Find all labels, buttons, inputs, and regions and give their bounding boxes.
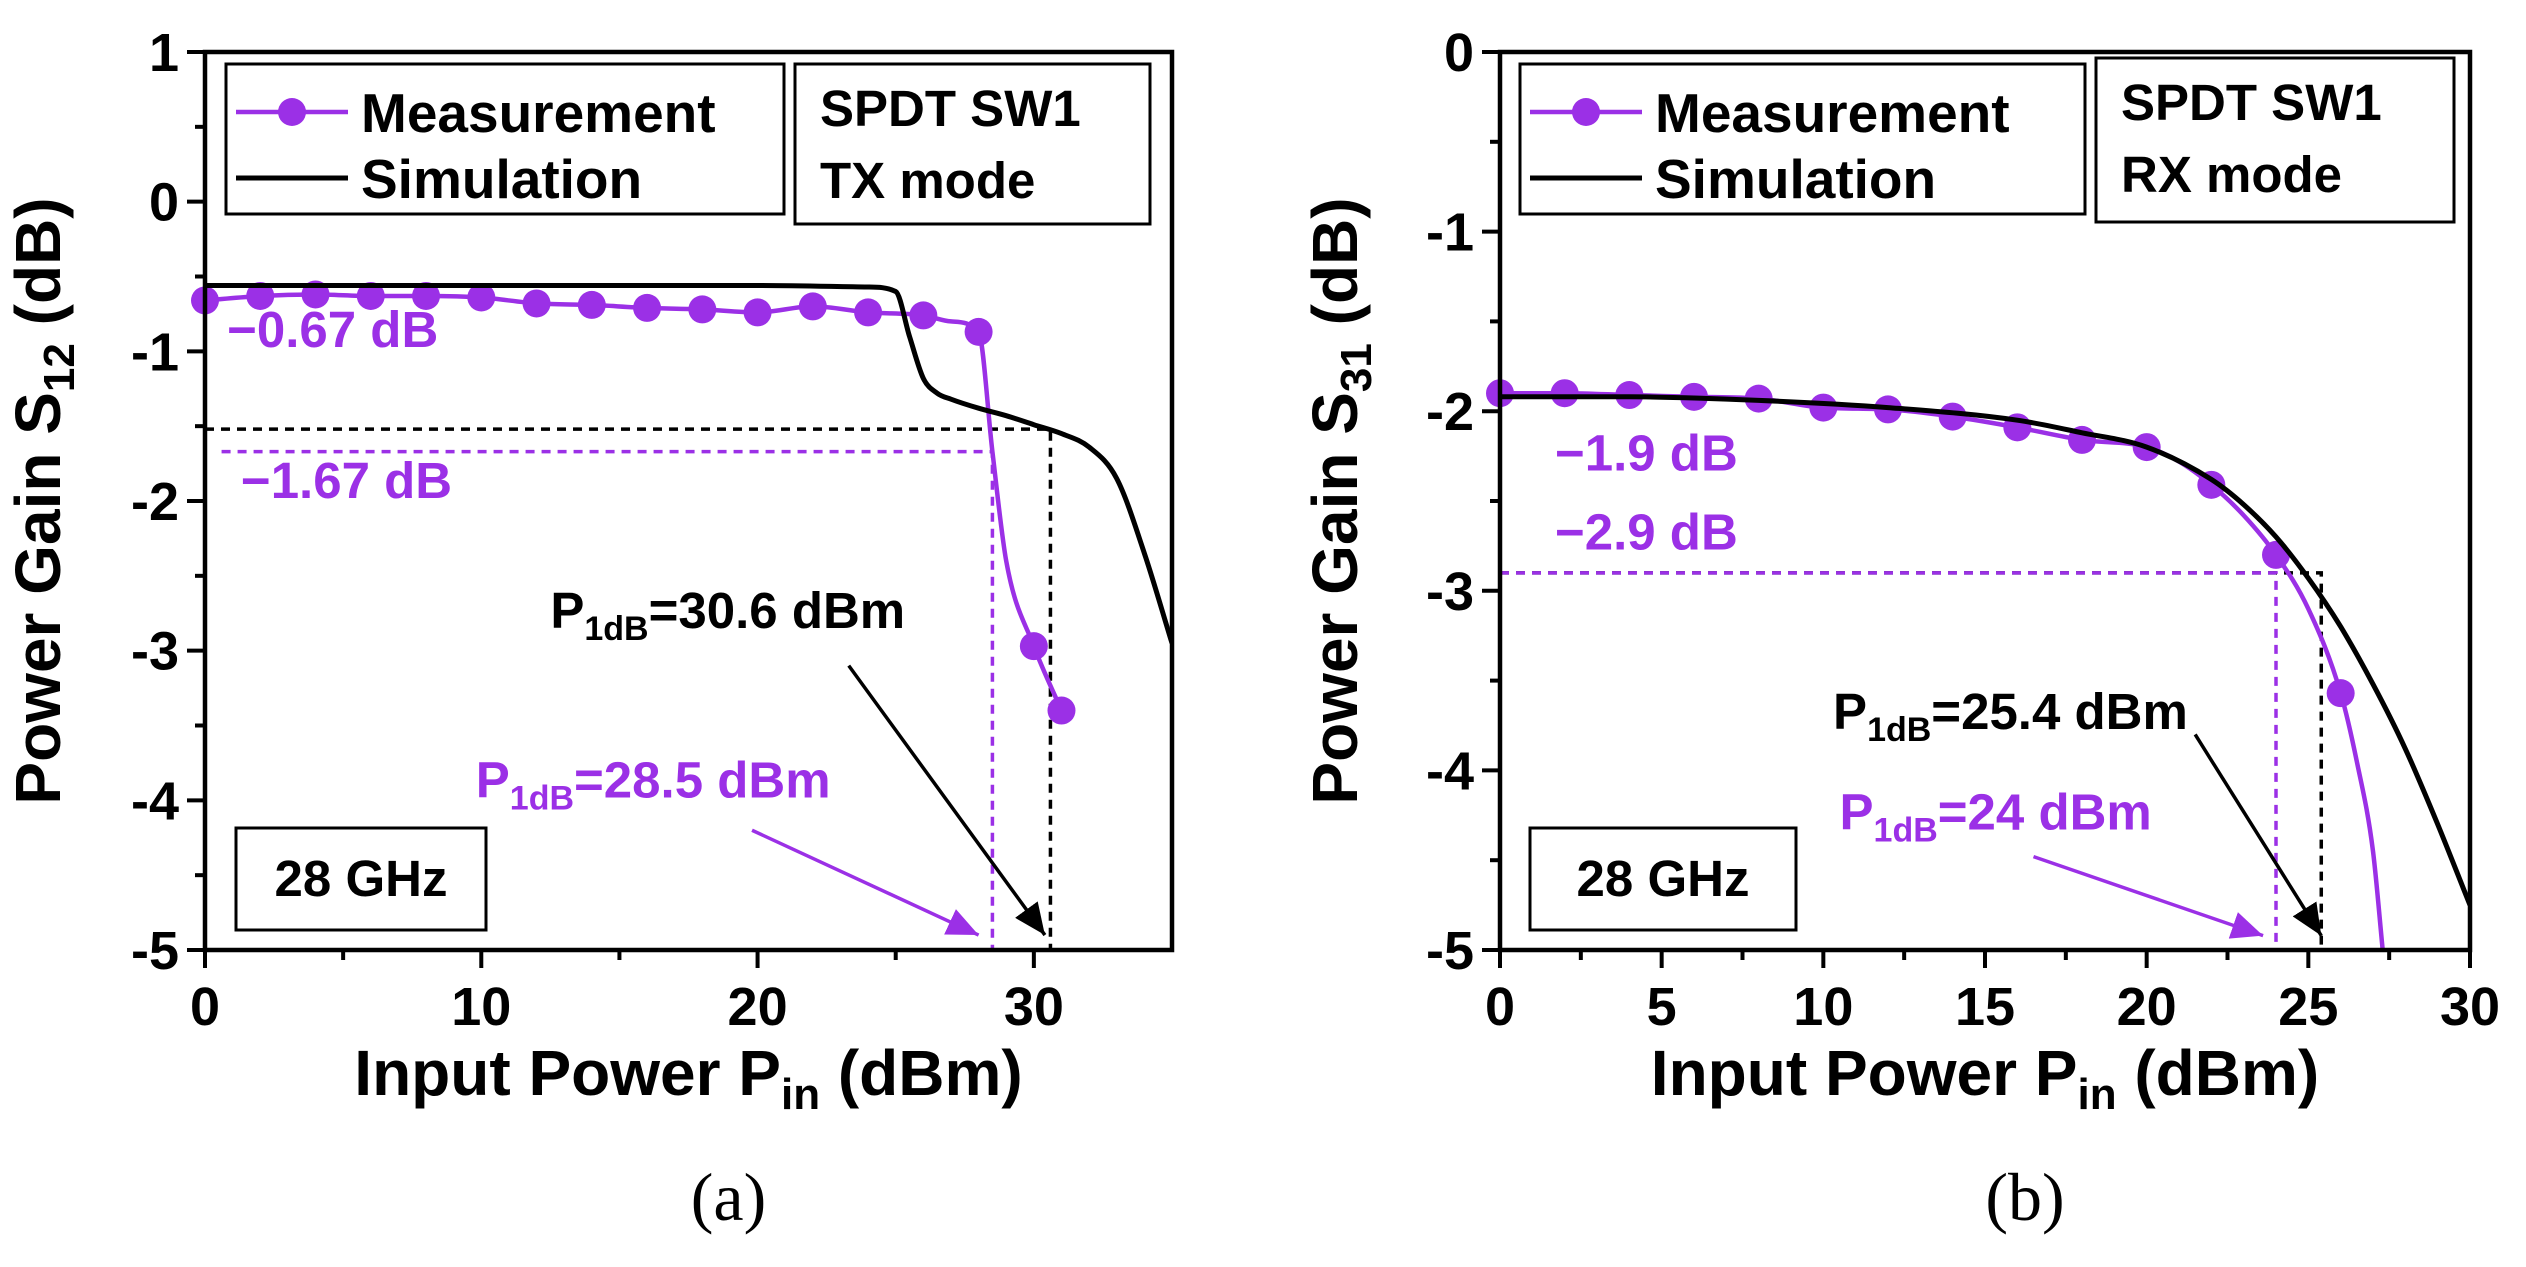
annotation-arrow-1 bbox=[751, 828, 980, 937]
data-point bbox=[1550, 379, 1579, 408]
annotation-2: P1dB=25.4 dBm bbox=[1833, 683, 2188, 749]
data-point bbox=[743, 298, 772, 327]
annotation-1: −1.67 dB bbox=[241, 452, 452, 509]
mode-box-line: SPDT SW1 bbox=[820, 80, 1081, 137]
data-point bbox=[412, 281, 441, 310]
frequency-label: 28 GHz bbox=[275, 850, 448, 907]
annotation-1: −2.9 dB bbox=[1555, 503, 1738, 560]
data-point bbox=[964, 317, 993, 346]
y-axis-title: Power Gain S31 (dB) bbox=[1299, 197, 1381, 804]
legend-measurement-label: Measurement bbox=[1655, 82, 2010, 144]
y-tick-label: -1 bbox=[131, 322, 179, 382]
legend-measurement-marker bbox=[1572, 98, 1600, 126]
mode-box-line: TX mode bbox=[820, 152, 1035, 209]
y-tick-label: 1 bbox=[149, 23, 179, 83]
y-tick-label: -1 bbox=[1426, 203, 1474, 263]
data-point bbox=[1047, 696, 1076, 725]
y-axis-title: Power Gain S12 (dB) bbox=[2, 197, 84, 804]
y-tick-label: -4 bbox=[1426, 741, 1474, 801]
frequency-box bbox=[234, 826, 488, 932]
legend-measurement-label: Measurement bbox=[361, 82, 716, 144]
data-point bbox=[798, 292, 827, 321]
data-point bbox=[633, 293, 662, 322]
annotation-arrow-0 bbox=[847, 664, 1047, 937]
x-tick-label: 10 bbox=[451, 977, 511, 1037]
y-tick-label: -5 bbox=[131, 921, 179, 981]
x-tick-label: 25 bbox=[2278, 977, 2338, 1037]
annotation-arrow-1 bbox=[2032, 854, 2264, 939]
data-point bbox=[356, 281, 385, 310]
data-point bbox=[854, 298, 883, 327]
data-point bbox=[1938, 402, 1967, 431]
p1db-guide-0 bbox=[205, 427, 1053, 950]
panel-caption: (a) bbox=[691, 1159, 766, 1235]
frequency-box bbox=[1528, 826, 1798, 932]
y-tick-label: -3 bbox=[1426, 562, 1474, 622]
x-tick-label: 30 bbox=[2440, 977, 2500, 1037]
x-tick-label: 5 bbox=[1647, 977, 1677, 1037]
series-line-simulation bbox=[205, 282, 1172, 644]
x-tick-label: 20 bbox=[728, 977, 788, 1037]
y-tick-label: 0 bbox=[149, 173, 179, 233]
x-tick-label: 0 bbox=[190, 977, 220, 1037]
mode-box bbox=[2094, 56, 2456, 224]
y-tick-label: -2 bbox=[131, 472, 179, 532]
y-tick-label: -3 bbox=[131, 622, 179, 682]
annotation-0: −1.9 dB bbox=[1555, 424, 1738, 481]
data-point bbox=[1809, 393, 1838, 422]
x-axis-title: Input Power Pin (dBm) bbox=[354, 1037, 1022, 1119]
frequency-label: 28 GHz bbox=[1577, 850, 1750, 907]
data-point bbox=[522, 289, 551, 318]
legend-simulation-label: Simulation bbox=[1655, 148, 1936, 210]
data-point bbox=[688, 295, 717, 324]
y-tick-label: -5 bbox=[1426, 921, 1474, 981]
legend-box bbox=[1518, 62, 2087, 216]
legend-measurement-marker bbox=[278, 98, 306, 126]
x-tick-label: 0 bbox=[1485, 977, 1515, 1037]
y-tick-label: -4 bbox=[131, 771, 179, 831]
annotation-2: P1dB=30.6 dBm bbox=[550, 582, 905, 648]
mode-box-line: SPDT SW1 bbox=[2121, 74, 2382, 131]
data-point bbox=[467, 283, 496, 312]
p1db-guide-1 bbox=[1500, 571, 2278, 950]
x-tick-label: 10 bbox=[1793, 977, 1853, 1037]
data-point bbox=[2326, 679, 2355, 708]
x-axis-title: Input Power Pin (dBm) bbox=[1651, 1037, 2319, 1119]
legend-simulation-label: Simulation bbox=[361, 148, 642, 210]
y-tick-label: -2 bbox=[1426, 382, 1474, 442]
annotation-arrow-0 bbox=[2193, 733, 2323, 937]
legend-box bbox=[224, 62, 786, 216]
panel-caption: (b) bbox=[1985, 1159, 2064, 1235]
x-tick-label: 15 bbox=[1955, 977, 2015, 1037]
annotation-3: P1dB=28.5 dBm bbox=[476, 751, 831, 817]
annotation-0: −0.67 dB bbox=[227, 301, 438, 358]
data-point bbox=[909, 301, 938, 330]
x-tick-label: 30 bbox=[1004, 977, 1064, 1037]
mode-box-line: RX mode bbox=[2121, 146, 2342, 203]
mode-box bbox=[793, 62, 1152, 226]
y-tick-label: 0 bbox=[1444, 23, 1474, 83]
series-line-simulation bbox=[1500, 394, 2470, 907]
data-point bbox=[1019, 632, 1048, 661]
data-point bbox=[246, 281, 275, 310]
annotation-3: P1dB=24 dBm bbox=[1840, 784, 2152, 850]
data-point bbox=[577, 290, 606, 319]
x-tick-label: 20 bbox=[2117, 977, 2177, 1037]
